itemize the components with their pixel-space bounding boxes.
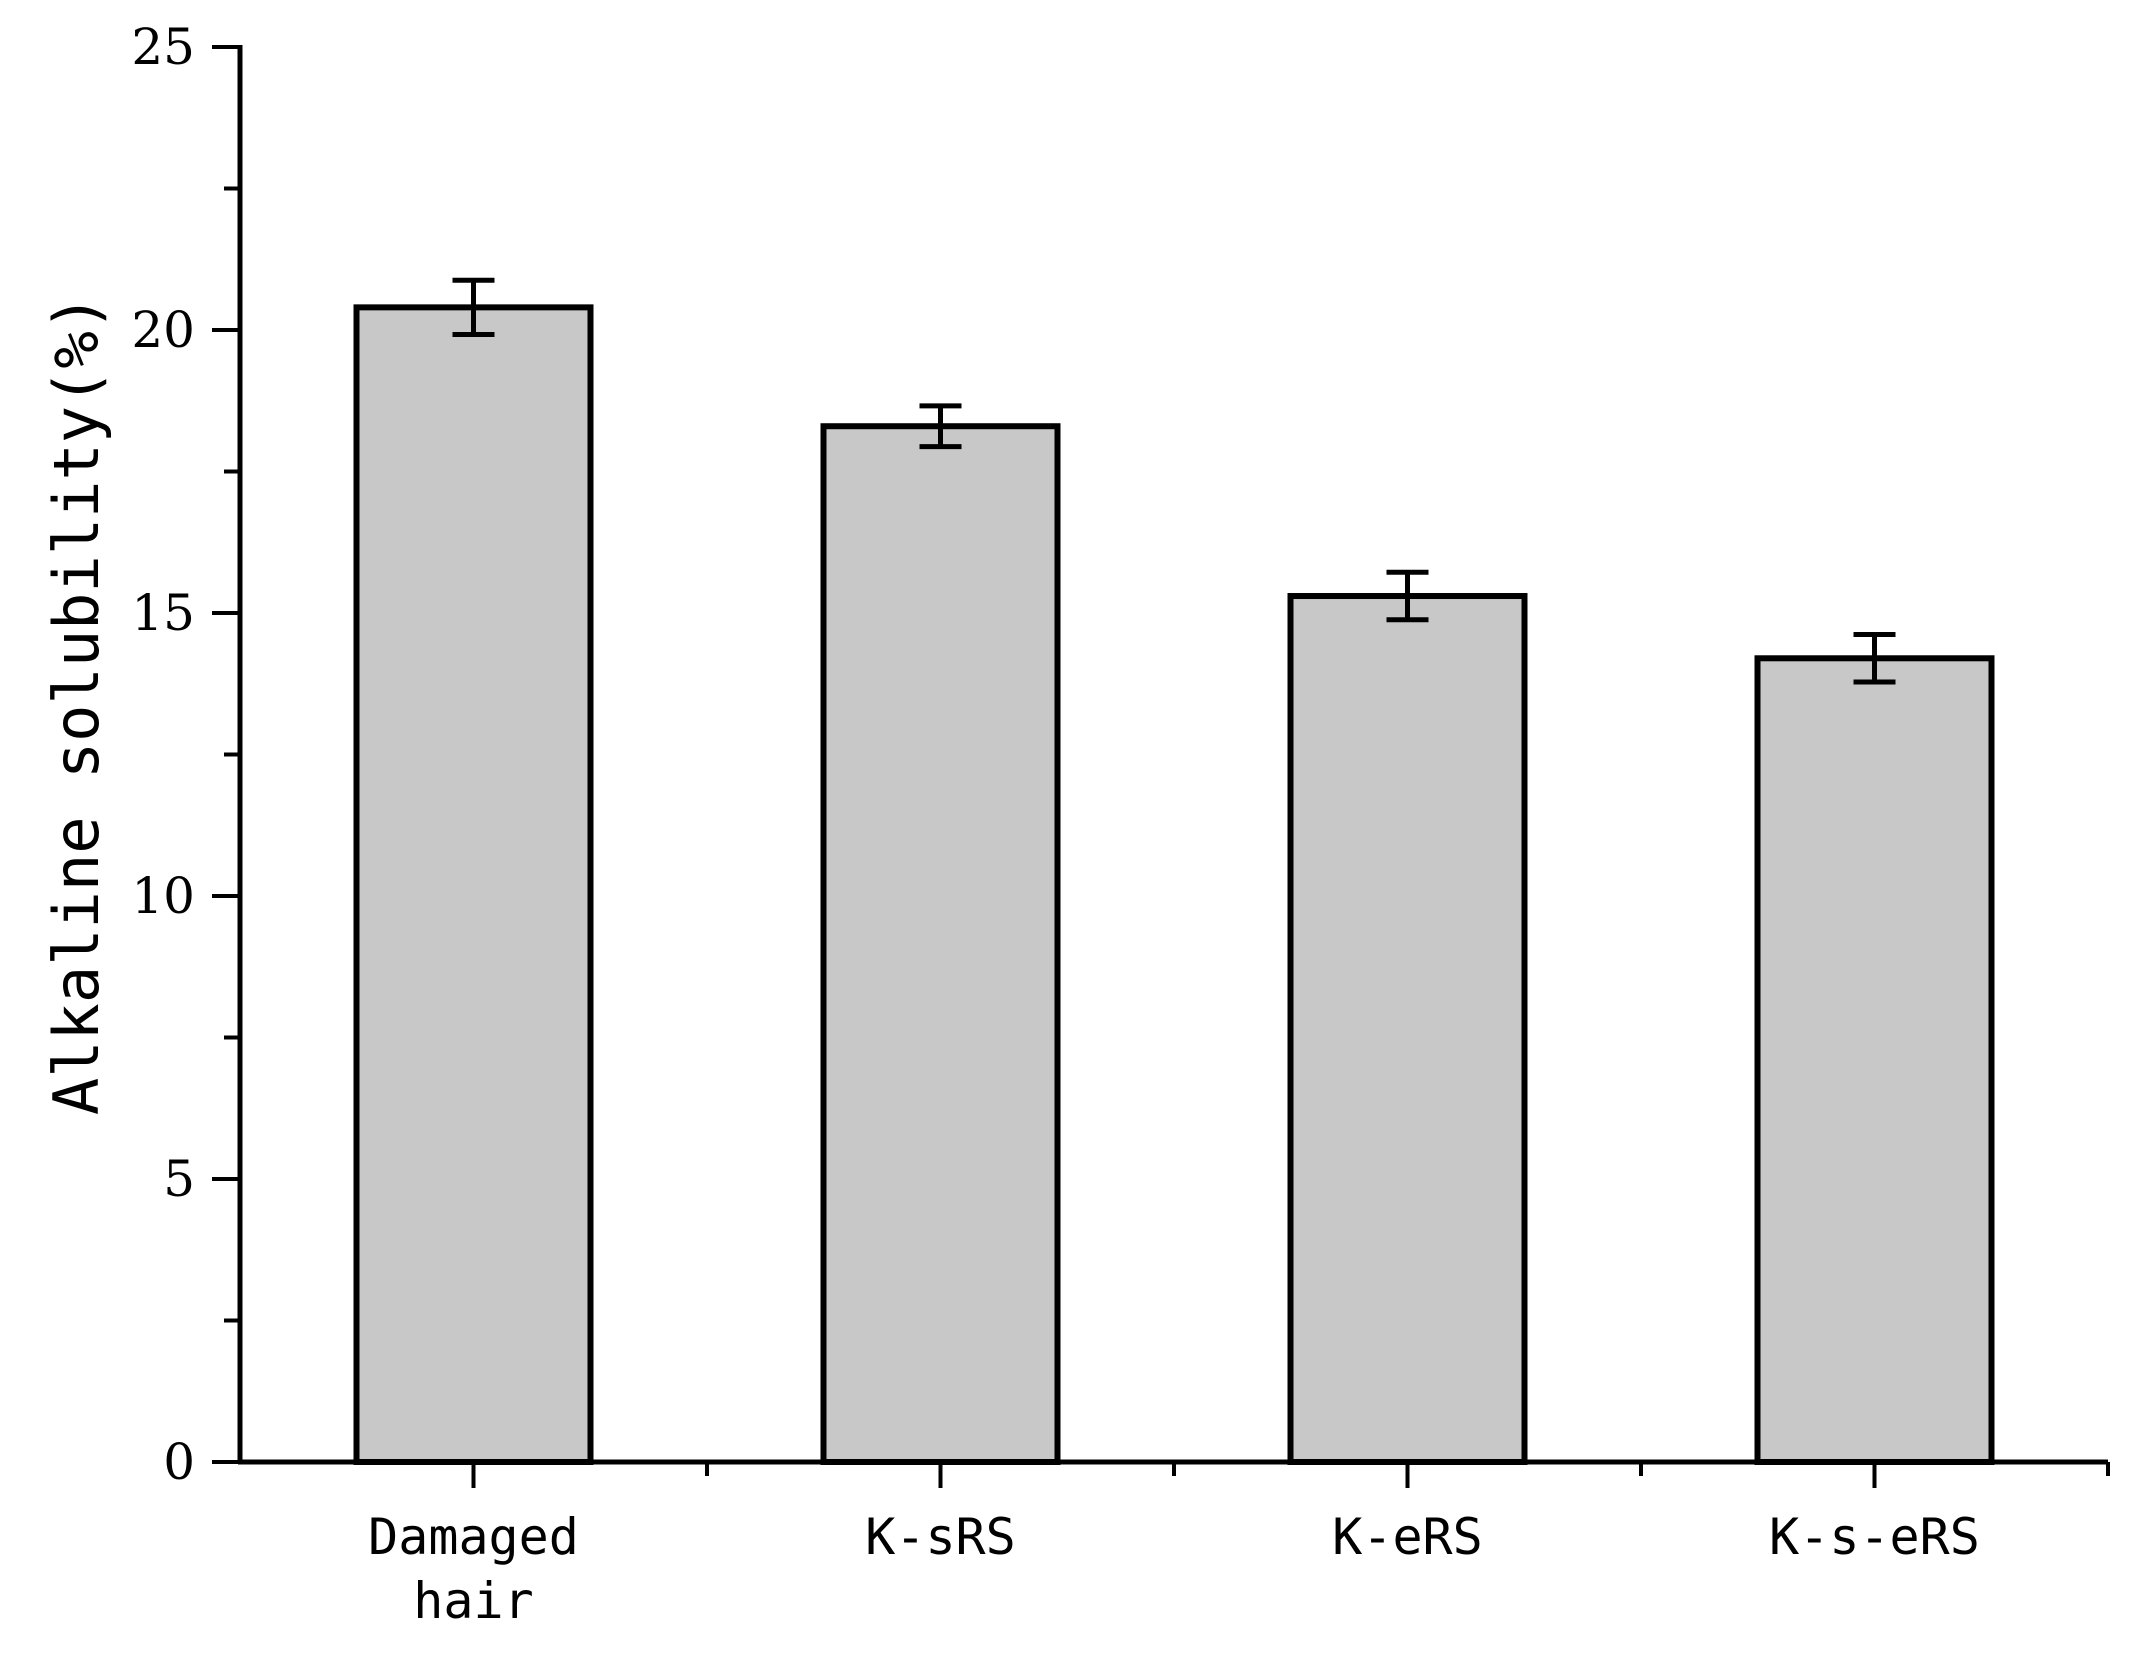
x-tick-label: K-sRS (865, 1508, 1016, 1566)
x-ticks: Damaged hair K-sRS K-eRS K-s-eRS (368, 1462, 2110, 1630)
bar-3 (1754, 655, 1995, 1465)
error-bars (452, 277, 1896, 685)
x-tick-label: K-eRS (1332, 1508, 1483, 1566)
error-bar-3 (1853, 632, 1896, 685)
error-bar-0 (452, 277, 495, 338)
y-axis-title-group: Alkaline solubility(%) (40, 294, 113, 1115)
y-tick-label: 20 (131, 301, 195, 359)
bar-0 (353, 304, 594, 1465)
bar-1 (820, 423, 1061, 1466)
x-tick-label: K-s-eRS (1769, 1508, 1980, 1566)
x-tick-label-line: K-eRS (1332, 1508, 1483, 1566)
bars (353, 304, 1995, 1466)
x-tick-label-line: K-sRS (865, 1508, 1016, 1566)
x-tick-label-line: Damaged (368, 1508, 579, 1566)
y-tick-label: 15 (131, 584, 195, 642)
error-bar-2 (1386, 569, 1429, 623)
y-ticks: 0 5 10 15 20 25 (131, 18, 240, 1491)
y-tick-label: 10 (131, 867, 195, 925)
y-axis-title: Alkaline solubility(%) (40, 294, 113, 1115)
error-bar-1 (919, 403, 962, 450)
y-tick-label: 5 (163, 1150, 195, 1208)
x-tick-label-line: hair (413, 1572, 533, 1630)
bar-2 (1287, 593, 1528, 1465)
y-tick-label: 0 (163, 1433, 195, 1491)
y-tick-label: 25 (131, 18, 195, 76)
x-tick-label: Damaged hair (368, 1508, 579, 1630)
x-tick-label-line: K-s-eRS (1769, 1508, 1980, 1566)
